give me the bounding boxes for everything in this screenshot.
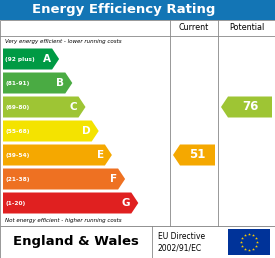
Polygon shape	[3, 49, 59, 69]
Polygon shape	[221, 96, 272, 117]
Text: (55-68): (55-68)	[5, 128, 29, 133]
Text: C: C	[70, 102, 78, 112]
Text: EU Directive: EU Directive	[158, 232, 205, 241]
Text: Energy Efficiency Rating: Energy Efficiency Rating	[32, 4, 215, 17]
Text: D: D	[82, 126, 91, 136]
Polygon shape	[3, 192, 138, 214]
Text: Current: Current	[179, 23, 209, 33]
Text: Very energy efficient - lower running costs: Very energy efficient - lower running co…	[5, 39, 122, 44]
Text: England & Wales: England & Wales	[13, 236, 139, 248]
Text: (21-38): (21-38)	[5, 176, 29, 181]
Text: Potential: Potential	[229, 23, 264, 33]
Text: (1-20): (1-20)	[5, 200, 25, 206]
Text: (81-91): (81-91)	[5, 80, 29, 85]
Text: 2002/91/EC: 2002/91/EC	[158, 244, 202, 253]
Text: 76: 76	[242, 101, 258, 114]
Text: 51: 51	[189, 149, 206, 162]
Text: (39-54): (39-54)	[5, 152, 29, 157]
Polygon shape	[3, 96, 86, 117]
Bar	[228, 229, 270, 255]
Text: F: F	[110, 174, 117, 184]
Polygon shape	[173, 144, 215, 165]
Polygon shape	[3, 168, 125, 189]
Text: (92 plus): (92 plus)	[5, 57, 35, 61]
Bar	[0, 20, 275, 226]
Polygon shape	[3, 72, 72, 93]
Polygon shape	[3, 120, 99, 141]
Text: E: E	[97, 150, 104, 160]
Text: B: B	[56, 78, 64, 88]
Bar	[0, 0, 275, 20]
Text: Not energy efficient - higher running costs: Not energy efficient - higher running co…	[5, 218, 122, 223]
Text: G: G	[122, 198, 130, 208]
Bar	[0, 226, 275, 258]
Text: (69-80): (69-80)	[5, 104, 29, 109]
Text: A: A	[43, 54, 51, 64]
Polygon shape	[3, 144, 112, 165]
